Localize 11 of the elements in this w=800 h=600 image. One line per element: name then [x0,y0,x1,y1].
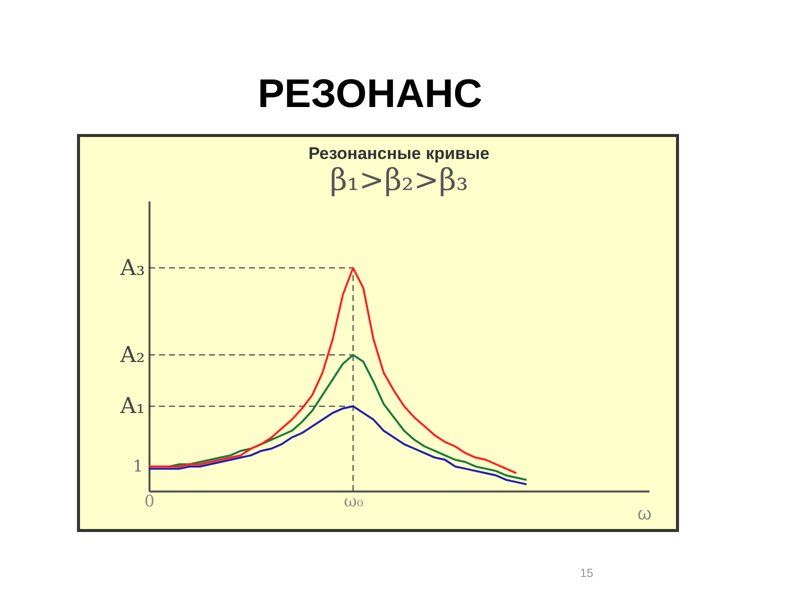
chart-subtitle: Резонансные кривые [308,144,490,163]
annotation: 1 [132,456,143,476]
text: β₁>β₂>β₃ [330,163,468,198]
ref-line-label: A₂ [119,342,145,368]
x-tick-label: ω₀ [344,492,364,510]
ref-line-label: A₁ [119,394,145,420]
ref-line-label: A₃ [119,256,145,281]
text: 15 [580,566,594,580]
x-tick-label: 0 [144,492,155,510]
chart-title: РЕЗОНАНС [256,72,484,117]
x-axis-title: ω [637,504,652,524]
